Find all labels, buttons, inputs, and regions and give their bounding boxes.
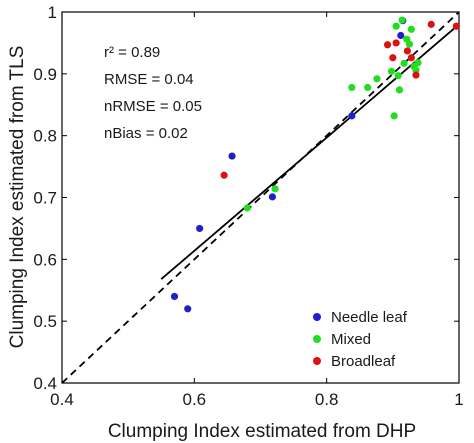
- legend-marker-mixed: [313, 335, 321, 343]
- legend-marker-broadleaf: [313, 357, 321, 365]
- y-tick-label: 0.5: [33, 312, 57, 331]
- stat-line: r² = 0.89: [104, 44, 160, 61]
- data-point-mixed: [412, 66, 420, 74]
- data-point-mixed: [243, 204, 251, 212]
- x-tick-label: 1: [454, 390, 463, 409]
- y-axis-label: Clumping Index estimated from TLS: [7, 46, 28, 349]
- data-point-needle-leaf: [184, 305, 192, 313]
- data-point-mixed: [390, 112, 398, 120]
- legend: Needle leaf Mixed Broadleaf: [313, 309, 408, 370]
- data-point-needle-leaf: [397, 31, 405, 40]
- data-point-mixed: [400, 59, 408, 67]
- stats-box: r² = 0.89 RMSE = 0.04 nRMSE = 0.05 nBias = …: [104, 44, 202, 142]
- y-tick-label: 0.6: [33, 250, 57, 269]
- data-points: [170, 16, 460, 313]
- legend-label-broadleaf: Broadleaf: [331, 353, 396, 370]
- stat-line: RMSE = 0.04: [104, 71, 194, 88]
- legend-label-mixed: Mixed: [331, 331, 371, 348]
- stat-line: nBias = 0.02: [104, 125, 188, 142]
- axis-ticks: 0.4 0.6 0.8 1 0.4 0.5 0.6 0.7 0.8 0.9 1: [33, 3, 463, 409]
- fit-lines: [61, 11, 460, 384]
- data-point-broadleaf: [427, 20, 435, 28]
- data-point-needle-leaf: [228, 152, 236, 160]
- x-tick-label: 0.6: [183, 390, 207, 409]
- data-point-broadleaf: [452, 22, 460, 30]
- y-tick-label: 0.9: [33, 65, 57, 84]
- data-point-mixed: [373, 75, 381, 83]
- data-point-mixed: [405, 40, 413, 48]
- data-point-mixed: [395, 86, 404, 94]
- data-point-broadleaf: [392, 39, 400, 47]
- data-point-needle-leaf: [196, 224, 204, 233]
- data-point-broadleaf: [403, 47, 411, 55]
- data-point-broadleaf: [383, 41, 392, 49]
- x-axis-label: Clumping Index estimated from DHP: [108, 421, 416, 442]
- legend-label-needle-leaf: Needle leaf: [331, 309, 408, 326]
- stat-line: nRMSE = 0.05: [104, 98, 202, 115]
- 1:1-line: [61, 11, 460, 384]
- data-point-needle-leaf: [348, 112, 356, 120]
- y-tick-label: 1: [48, 3, 57, 22]
- x-tick-label: 0.4: [50, 390, 74, 409]
- data-point-broadleaf: [220, 171, 228, 179]
- data-point-broadleaf: [412, 71, 420, 79]
- data-point-broadleaf: [389, 54, 397, 62]
- data-point-mixed: [392, 22, 400, 30]
- data-point-mixed: [398, 16, 406, 24]
- data-point-needle-leaf: [268, 193, 277, 201]
- y-tick-label: 0.7: [33, 189, 57, 208]
- data-point-mixed: [348, 83, 356, 92]
- x-tick-label: 0.8: [315, 390, 339, 409]
- legend-marker-needle-leaf: [313, 313, 321, 321]
- data-point-mixed: [414, 59, 422, 67]
- data-point-mixed: [271, 185, 279, 193]
- y-tick-label: 0.8: [33, 127, 57, 146]
- data-point-mixed: [387, 67, 396, 75]
- data-point-mixed: [394, 72, 402, 80]
- data-point-broadleaf: [407, 54, 415, 62]
- data-point-mixed: [407, 25, 415, 33]
- y-tick-label: 0.4: [33, 374, 57, 393]
- data-point-needle-leaf: [170, 292, 179, 301]
- data-point-mixed: [364, 83, 372, 92]
